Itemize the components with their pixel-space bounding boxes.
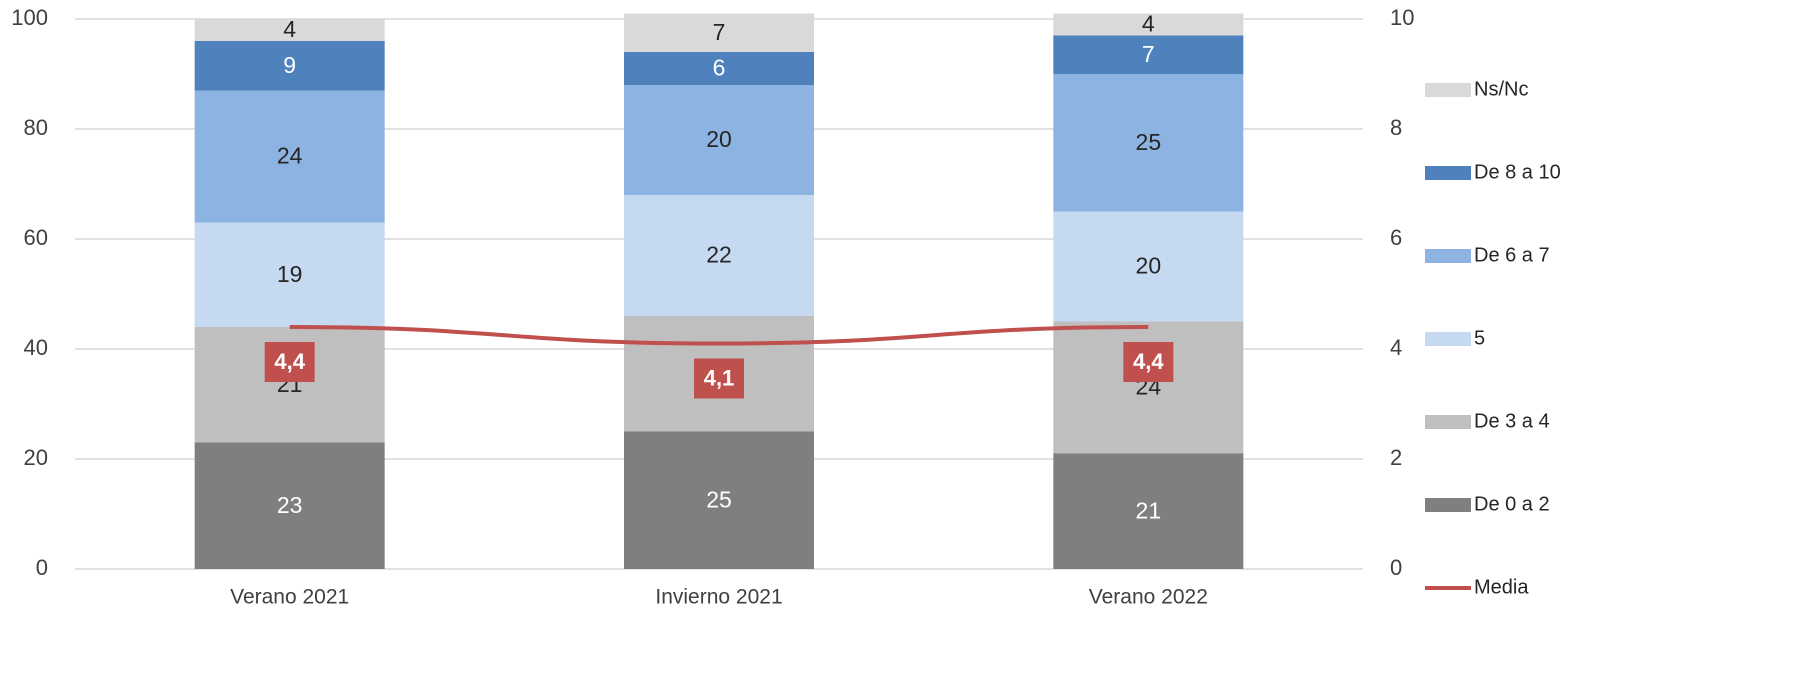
legend-label: 5 xyxy=(1474,327,1485,349)
data-label: 22 xyxy=(706,242,732,268)
data-label: 4 xyxy=(1142,11,1155,37)
data-label-box xyxy=(694,358,744,399)
data-label: 4 xyxy=(283,16,296,42)
data-label: 23 xyxy=(277,492,303,518)
x-tick-label: Invierno 2021 xyxy=(655,586,782,609)
y2-tick-label: 0 xyxy=(1390,555,1402,580)
legend-swatch xyxy=(1425,83,1471,97)
y2-tick-label: 10 xyxy=(1390,5,1414,30)
legend-swatch xyxy=(1425,498,1471,512)
y-tick-label: 40 xyxy=(24,335,48,360)
data-label: 24 xyxy=(277,143,303,169)
data-label: 20 xyxy=(706,126,732,152)
y-tick-label: 0 xyxy=(36,555,48,580)
data-label: 7 xyxy=(1142,41,1155,67)
bar-segment xyxy=(1053,74,1244,212)
data-label: 20 xyxy=(1136,253,1162,279)
bar-segment xyxy=(194,442,385,569)
bar-segment xyxy=(1053,453,1244,569)
y-tick-label: 80 xyxy=(24,115,48,140)
legend-swatch xyxy=(1425,415,1471,429)
y2-tick-label: 6 xyxy=(1390,225,1402,250)
data-label: 25 xyxy=(706,486,732,512)
legend-swatch xyxy=(1425,166,1471,180)
bar-segment xyxy=(624,13,814,52)
y2-tick-label: 4 xyxy=(1390,335,1402,360)
bar-segment xyxy=(1053,13,1244,36)
bar-segment xyxy=(624,431,814,569)
y-tick-label: 100 xyxy=(11,5,48,30)
legend-swatch xyxy=(1425,332,1471,346)
bar-segment xyxy=(1053,211,1244,322)
bar-segment xyxy=(194,19,385,41)
data-label: 25 xyxy=(1136,129,1162,155)
legend-label: De 6 a 7 xyxy=(1474,244,1550,266)
data-label: 19 xyxy=(277,261,303,287)
x-tick-label: Verano 2021 xyxy=(230,586,349,609)
legend-label: Media xyxy=(1474,576,1529,598)
line xyxy=(289,325,1149,346)
legend-swatch xyxy=(1425,249,1471,263)
bar-segment xyxy=(194,222,385,327)
legend-label: De 0 a 2 xyxy=(1474,493,1550,515)
y2-tick-label: 8 xyxy=(1390,115,1402,140)
data-label: 9 xyxy=(283,52,296,78)
y-tick-label: 20 xyxy=(24,445,48,470)
data-label: 6 xyxy=(713,55,726,81)
bar-segment xyxy=(194,90,385,223)
y-tick-label: 60 xyxy=(24,225,48,250)
legend-label: De 8 a 10 xyxy=(1474,161,1561,183)
data-label: 4,4 xyxy=(274,349,305,374)
data-label-box xyxy=(264,342,315,382)
bar-segment xyxy=(194,41,385,91)
x-tick-label: Verano 2022 xyxy=(1089,586,1208,609)
data-label: 4,4 xyxy=(1133,349,1164,374)
data-label: 4,1 xyxy=(704,365,735,390)
y2-tick-label: 2 xyxy=(1390,445,1402,470)
data-label-box xyxy=(1123,342,1174,382)
data-label: 7 xyxy=(713,19,726,45)
bar-segment xyxy=(624,85,814,195)
legend-label: De 3 a 4 xyxy=(1474,410,1550,432)
bar-segment xyxy=(1053,35,1244,74)
bar-segment xyxy=(624,195,814,316)
bar-segment xyxy=(624,52,814,85)
legend-label: Ns/Nc xyxy=(1474,78,1528,100)
data-label: 21 xyxy=(1136,497,1162,523)
